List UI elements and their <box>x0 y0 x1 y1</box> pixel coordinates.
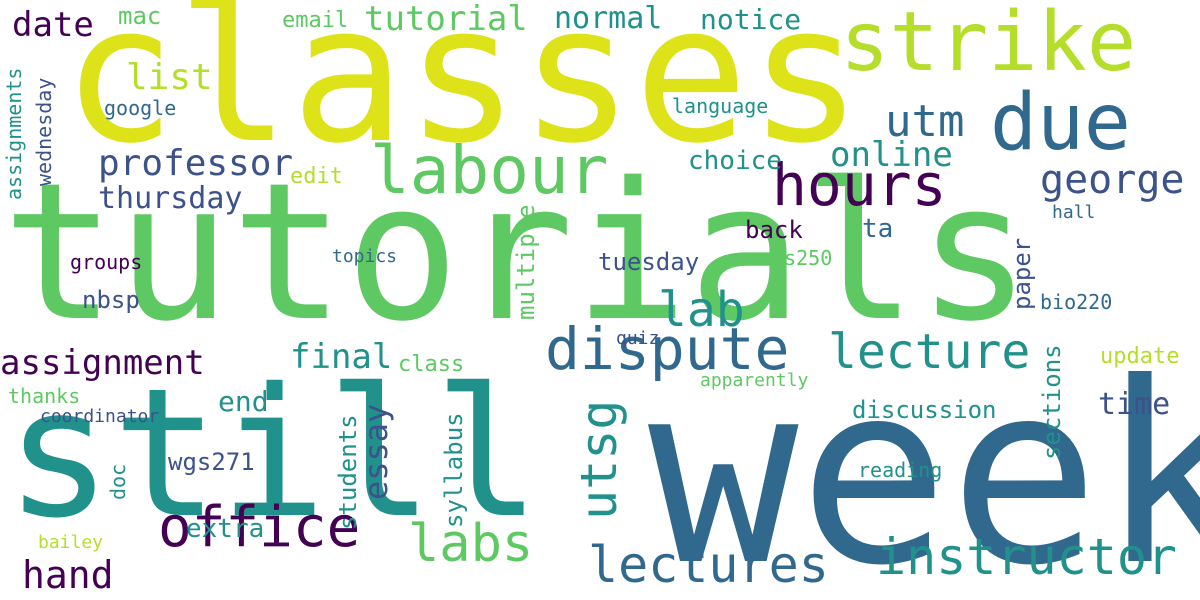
word-tuesday: tuesday <box>598 248 700 276</box>
word-language: language <box>672 94 769 118</box>
word-end: end <box>218 385 269 418</box>
word-dispute: dispute <box>545 315 790 383</box>
word-students: students <box>334 414 362 530</box>
word-discussion: discussion <box>852 396 997 424</box>
word-wednesday: wednesday <box>32 77 56 186</box>
word-tutorials: tutorials <box>2 142 1032 363</box>
word-wgs271: wgs271 <box>168 448 255 476</box>
word-hours: hours <box>772 151 947 219</box>
word-bio220: bio220 <box>1040 290 1113 314</box>
word-normal: normal <box>554 1 663 36</box>
word-bailey: bailey <box>38 532 104 553</box>
word-time: time <box>1098 387 1171 422</box>
word-paper: paper <box>1008 237 1036 310</box>
word-george: george <box>1040 157 1185 203</box>
word-assignments: assignments <box>2 67 26 200</box>
word-wgs250: wgs250 <box>760 246 833 270</box>
word-utsg: utsg <box>570 399 628 520</box>
word-tutorial: tutorial <box>364 0 528 39</box>
word-still: still <box>5 350 541 557</box>
word-strike: strike <box>840 0 1137 90</box>
word-coordinator: coordinator <box>40 406 160 427</box>
word-topics: topics <box>332 246 398 267</box>
word-choice: choice <box>688 146 782 176</box>
word-nbsp: nbsp <box>82 286 140 314</box>
word-quiz: quiz <box>616 328 660 349</box>
word-apparently: apparently <box>700 370 809 391</box>
word-notice: notice <box>700 3 802 36</box>
word-sections: sections <box>1038 344 1066 460</box>
word-syllabus: syllabus <box>440 412 468 528</box>
word-utm: utm <box>885 96 965 147</box>
word-classes: classes <box>62 0 863 185</box>
word-extra: extra <box>186 514 265 544</box>
word-edit: edit <box>290 164 343 189</box>
word-mac: mac <box>118 2 162 30</box>
word-instructor: instructor <box>876 528 1178 586</box>
word-list: list <box>126 57 213 98</box>
word-back: back <box>745 216 803 244</box>
word-assignment: assignment <box>0 343 205 383</box>
word-update: update <box>1100 344 1180 369</box>
word-lecture: lecture <box>828 324 1031 380</box>
word-doc: doc <box>106 463 130 500</box>
word-date: date <box>12 5 94 45</box>
word-google: google <box>104 96 177 120</box>
word-office: office <box>158 495 361 560</box>
word-reading: reading <box>858 458 943 482</box>
word-lab: lab <box>658 282 745 338</box>
word-class: class <box>398 352 465 377</box>
word-due: due <box>990 78 1131 168</box>
word-ta: ta <box>862 214 894 244</box>
word-professor: professor <box>98 143 294 184</box>
word-labs: labs <box>408 514 534 574</box>
word-online: online <box>830 135 953 175</box>
word-thanks: thanks <box>8 384 81 408</box>
word-lectures: lectures <box>588 536 829 594</box>
word-email: email <box>282 8 349 33</box>
word-final: final <box>290 337 393 377</box>
word-multiple: multiple <box>512 204 540 320</box>
word-labour: labour <box>370 132 609 209</box>
word-week: week <box>648 329 1200 600</box>
word-essay: essay <box>357 403 395 500</box>
word-groups: groups <box>70 250 143 274</box>
word-hand: hand <box>22 553 114 597</box>
word-hall: hall <box>1052 202 1096 223</box>
word-thursday: thursday <box>98 181 243 216</box>
